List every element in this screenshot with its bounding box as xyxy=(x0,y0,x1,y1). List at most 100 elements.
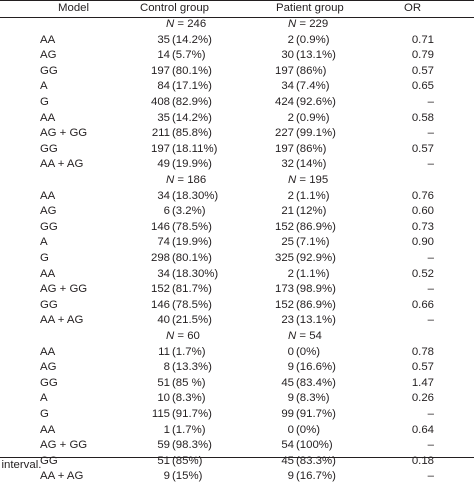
patient-percent-cell: (99.1%) xyxy=(296,127,336,140)
model-cell: AA + AG xyxy=(40,158,84,171)
odds-ratio-cell: – xyxy=(427,158,434,171)
control-percent-cell: (19.9%) xyxy=(172,158,212,171)
control-percent-cell: (78.5%) xyxy=(172,220,212,233)
control-percent-cell: (18.30%) xyxy=(172,189,219,202)
control-percent-cell: (82.9%) xyxy=(172,96,212,108)
odds-ratio-cell: 0.65 xyxy=(411,80,434,93)
patient-count-cell: 424 xyxy=(274,96,294,108)
table-row: AA 35 (14.2%) 2 (0.9%) 0.58 xyxy=(0,111,474,127)
model-cell: AA xyxy=(40,111,56,124)
table-row: AA + AG 9 (15%) 9 (16.7%) – xyxy=(0,469,474,485)
table-row: AA + AG 49 (19.9%) 32 (14%) – xyxy=(0,157,474,173)
patient-percent-cell: (16.7%) xyxy=(296,470,336,483)
table-row: A 74 (19.9%) 25 (7.1%) 0.90 xyxy=(0,235,474,251)
control-percent-cell: (1.7%) xyxy=(172,423,206,436)
odds-ratio-cell: 0.60 xyxy=(411,205,434,218)
control-count-cell: 197 xyxy=(150,64,170,77)
column-header-or: OR xyxy=(404,2,422,14)
control-count-cell: 11 xyxy=(158,345,170,358)
patient-count-cell: 2 xyxy=(287,267,294,280)
odds-ratio-cell: – xyxy=(427,127,434,140)
model-cell: G xyxy=(40,96,49,108)
odds-ratio-cell: 0.90 xyxy=(411,236,434,249)
odds-ratio-cell: 0.66 xyxy=(411,298,434,311)
patient-count-cell: 9 xyxy=(287,470,294,483)
odds-ratio-cell: – xyxy=(427,439,434,452)
control-percent-cell: (18.11%) xyxy=(172,142,218,155)
table-row: AG + GG 152 (81.7%) 173 (98.9%) – xyxy=(0,282,474,298)
n-symbol: N xyxy=(288,330,297,342)
group-n-row: N = 60 N = 54 xyxy=(0,329,474,345)
n-symbol: N xyxy=(166,330,175,342)
control-percent-cell: (85.8%) xyxy=(172,127,212,140)
model-cell: GG xyxy=(40,298,58,311)
patient-percent-cell: (7.4%) xyxy=(296,80,330,93)
n-symbol: N xyxy=(288,18,297,30)
control-count-cell: 10 xyxy=(157,392,170,405)
patient-count-cell: 9 xyxy=(287,361,294,374)
control-count-cell: 8 xyxy=(163,361,170,374)
control-percent-cell: (8.3%) xyxy=(172,392,206,405)
n-value: = 246 xyxy=(177,18,207,30)
odds-ratio-cell: – xyxy=(427,314,434,327)
n-symbol: N xyxy=(166,18,175,30)
patient-percent-cell: (0%) xyxy=(296,345,321,358)
model-cell: AG + GG xyxy=(40,283,88,296)
n-value: = 229 xyxy=(299,18,329,30)
control-percent-cell: (19.9%) xyxy=(172,236,212,249)
patient-count-cell: 34 xyxy=(281,80,294,93)
control-count-cell: 35 xyxy=(157,111,170,124)
patient-percent-cell: (12%) xyxy=(296,205,327,218)
patient-percent-cell: (100%) xyxy=(296,439,333,452)
table-row: AG 6 (3.2%) 21 (12%) 0.60 xyxy=(0,204,474,220)
model-cell: AG xyxy=(40,361,57,374)
patient-count-cell: 21 xyxy=(281,205,294,218)
table-row: GG 51 (85 %) 45 (83.4%) 1.47 xyxy=(0,376,474,392)
patient-count-cell: 152 xyxy=(274,220,294,233)
table-row: AA + AG 40 (21.5%) 23 (13.1%) – xyxy=(0,313,474,329)
patient-count-cell: 197 xyxy=(274,64,294,77)
column-header-control: Control group xyxy=(140,2,210,14)
bottom-rule xyxy=(0,457,474,458)
odds-ratio-cell: 0.58 xyxy=(411,111,434,124)
odds-ratio-cell: 0.64 xyxy=(411,423,434,436)
table-row: AG + GG 59 (98.3%) 54 (100%) – xyxy=(0,438,474,454)
control-percent-cell: (91.7%) xyxy=(172,408,212,420)
patient-percent-cell: (1.1%) xyxy=(296,189,330,202)
model-cell: AA xyxy=(40,345,56,358)
odds-ratio-cell: – xyxy=(427,470,434,483)
table-row: GG 146 (78.5%) 152 (86.9%) 0.66 xyxy=(0,298,474,314)
table-row: A 84 (17.1%) 34 (7.4%) 0.65 xyxy=(0,79,474,95)
patient-count-cell: 173 xyxy=(274,283,294,296)
n-symbol: N xyxy=(288,174,297,186)
table-row: A 10 (8.3%) 9 (8.3%) 0.26 xyxy=(0,391,474,407)
table-row: AG 8 (13.3%) 9 (16.6%) 0.57 xyxy=(0,360,474,376)
patient-percent-cell: (98.9%) xyxy=(296,283,336,296)
patient-count-cell: 2 xyxy=(287,111,294,124)
odds-ratio-cell: 0.52 xyxy=(411,267,434,280)
model-cell: AA xyxy=(40,267,56,280)
table-row: AA 34 (18.30%) 2 (1.1%) 0.76 xyxy=(0,189,474,205)
odds-ratio-cell: – xyxy=(427,96,434,108)
table-row: G 298 (80.1%) 325 (92.9%) – xyxy=(0,251,474,267)
n-value: = 60 xyxy=(177,330,200,342)
odds-ratio-cell: 0.26 xyxy=(411,392,434,405)
odds-ratio-cell: 0.57 xyxy=(411,361,434,374)
table-row: AG 14 (5.7%) 30 (13.1%) 0.79 xyxy=(0,48,474,64)
patient-count-cell: 30 xyxy=(281,49,294,62)
control-count-cell: 59 xyxy=(157,439,170,452)
patient-group-size: N = 195 xyxy=(288,173,328,189)
table-row: G 408 (82.9%) 424 (92.6%) – xyxy=(0,95,474,111)
patient-count-cell: 197 xyxy=(274,142,294,155)
patient-percent-cell: (1.1%) xyxy=(296,267,330,280)
n-value: = 186 xyxy=(177,174,207,186)
control-count-cell: 197 xyxy=(150,142,170,155)
model-cell: G xyxy=(40,408,49,420)
table-row: AG + GG 211 (85.8%) 227 (99.1%) – xyxy=(0,126,474,142)
odds-ratio-cell: 0.57 xyxy=(411,64,434,77)
control-count-cell: 14 xyxy=(157,49,170,62)
model-cell: AG xyxy=(40,49,57,62)
model-cell: AA + AG xyxy=(40,470,84,483)
model-cell: AG + GG xyxy=(40,127,88,140)
patient-count-cell: 0 xyxy=(287,345,294,358)
